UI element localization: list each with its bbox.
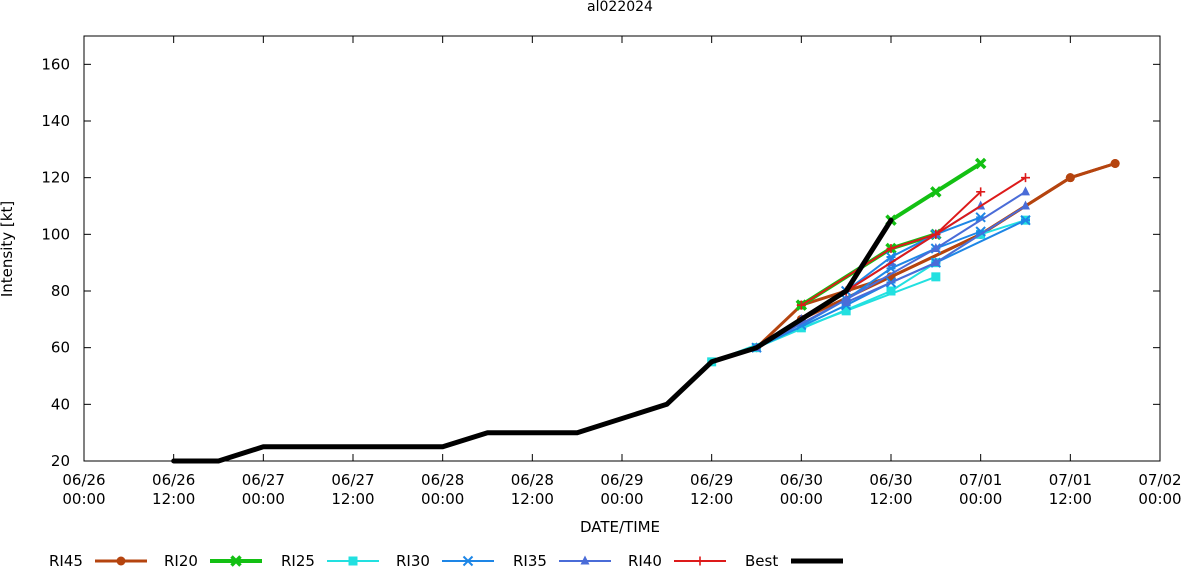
series-best	[171, 217, 894, 464]
x-tick-date: 06/30	[869, 471, 912, 489]
legend-item-ri25: RI25	[281, 552, 379, 567]
plot-frame	[83, 35, 1161, 462]
x-tick-date: 06/26	[152, 471, 195, 489]
legend-label: RI35	[513, 552, 547, 567]
legend-item-ri20: RI20	[164, 552, 262, 567]
legend-marker	[116, 556, 126, 566]
x-tick-date: 07/01	[959, 471, 1002, 489]
y-axis-label: Intensity [kt]	[0, 201, 16, 297]
x-tick-date: 06/26	[62, 471, 105, 489]
legend-label: RI40	[628, 552, 662, 567]
x-tick-time: 00:00	[421, 490, 464, 508]
legend-item-best: Best	[745, 552, 843, 567]
y-tick-label: 160	[41, 55, 70, 73]
data-point-ri35	[1021, 186, 1030, 196]
data-point-ri45	[1065, 173, 1075, 183]
x-tick-time: 12:00	[331, 490, 374, 508]
x-tick-time: 00:00	[242, 490, 285, 508]
data-point-ri40	[796, 300, 806, 310]
data-point-ri25	[886, 286, 896, 296]
series-layer	[171, 157, 1120, 464]
legend-label: RI20	[164, 552, 198, 567]
x-tick-date: 07/01	[1049, 471, 1092, 489]
data-point-ri30	[1020, 214, 1031, 226]
legend-label: RI25	[281, 552, 315, 567]
y-tick-label: 100	[41, 225, 70, 243]
y-tick-label: 80	[51, 282, 70, 300]
data-point-ri20	[974, 157, 987, 170]
data-point-ri45	[1110, 159, 1120, 168]
data-point-ri35	[1021, 200, 1030, 210]
y-tick-label: 120	[41, 169, 70, 187]
series-line-ri35	[755, 190, 1027, 349]
data-point-ri40	[1021, 173, 1030, 183]
x-tick-time: 12:00	[690, 490, 733, 508]
x-tick-date: 06/27	[242, 471, 285, 489]
x-tick-date: 06/29	[600, 471, 643, 489]
x-tick-time: 12:00	[511, 490, 554, 508]
x-tick-time: 00:00	[959, 490, 1002, 508]
x-tick-time: 12:00	[152, 490, 195, 508]
legend-label: RI30	[396, 552, 430, 567]
data-point-ri35	[841, 296, 851, 306]
data-point-ri40	[976, 187, 986, 197]
data-point-ri35	[931, 243, 941, 252]
y-tick-label: 140	[41, 112, 70, 130]
series-line-ri40	[800, 190, 982, 307]
legend-item-ri40: RI40	[628, 552, 726, 567]
y-axis: 20 40 60 80 100 120 140 160	[41, 55, 1160, 470]
x-axis: 06/2600:0006/2612:0006/2700:0006/2712:00…	[62, 36, 1182, 508]
x-tick-date: 06/27	[331, 471, 374, 489]
legend-item-ri30: RI30	[396, 552, 494, 567]
data-point-ri40	[931, 229, 941, 239]
legend-marker	[580, 555, 590, 565]
legend-marker	[695, 556, 705, 566]
legend-marker	[230, 555, 242, 567]
data-point-ri20	[930, 186, 942, 198]
y-tick-label: 40	[51, 395, 70, 413]
legend-label: RI45	[49, 552, 83, 567]
legend: RI45 RI20 RI25 RI30 RI35 RI40 Best	[49, 552, 843, 567]
x-tick-time: 12:00	[869, 490, 912, 508]
legend-marker	[348, 556, 358, 566]
x-tick-date: 06/28	[511, 471, 554, 489]
x-tick-time: 00:00	[780, 490, 823, 508]
data-point-ri40	[886, 244, 896, 253]
x-tick-time: 00:00	[1138, 490, 1181, 508]
x-tick-time: 00:00	[62, 490, 105, 508]
series-line-best	[171, 217, 894, 464]
legend-marker	[462, 555, 474, 567]
series-line-ri30	[845, 216, 982, 292]
series-ri25	[707, 215, 1030, 367]
legend-item-ri35: RI35	[513, 552, 611, 567]
legend-item-ri45: RI45	[49, 552, 147, 567]
y-tick-label: 60	[51, 339, 70, 357]
x-tick-date: 07/02	[1138, 471, 1181, 489]
x-axis-label: DATE/TIME	[580, 518, 660, 536]
x-tick-date: 06/28	[421, 471, 464, 489]
legend-label: Best	[745, 552, 778, 567]
data-point-ri25	[931, 272, 941, 282]
x-tick-date: 06/30	[780, 471, 823, 489]
series-ri40	[796, 173, 1030, 310]
x-tick-date: 06/29	[690, 471, 733, 489]
x-tick-time: 00:00	[600, 490, 643, 508]
x-tick-time: 12:00	[1049, 490, 1092, 508]
chart-title: al022024	[587, 0, 653, 15]
y-tick-label: 20	[51, 452, 70, 470]
data-point-ri35	[931, 257, 941, 267]
